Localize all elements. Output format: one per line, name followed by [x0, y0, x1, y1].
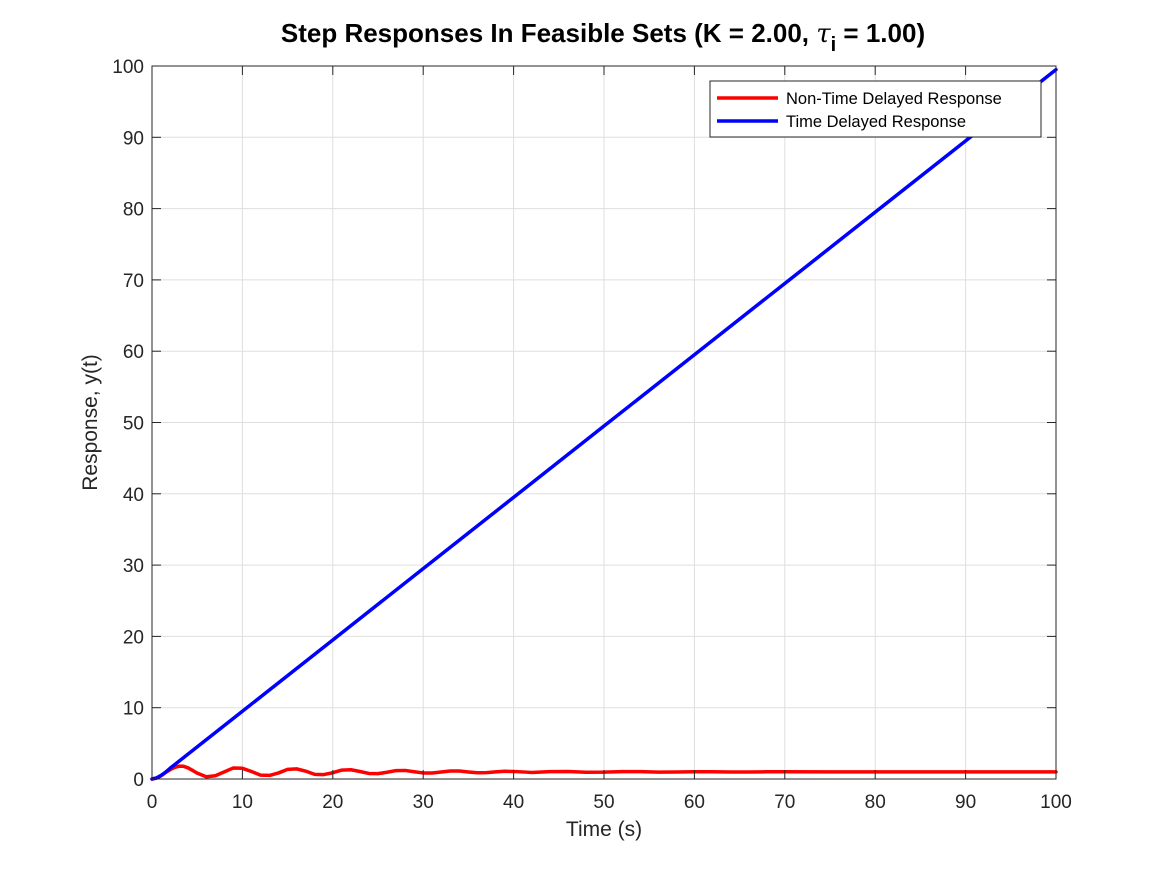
x-tick-label: 10 [232, 792, 253, 813]
x-tick-label: 80 [865, 792, 886, 813]
y-tick-label: 60 [123, 342, 144, 363]
x-tick-label: 100 [1040, 792, 1072, 813]
series-line-time-delayed [150, 67, 1058, 781]
x-tick-label: 0 [147, 792, 158, 813]
x-tick-label: 60 [684, 792, 705, 813]
y-tick-label: 50 [123, 414, 144, 435]
y-tick-label: 10 [123, 699, 144, 720]
y-tick-label: 90 [123, 128, 144, 149]
x-tick-label: 70 [774, 792, 795, 813]
legend-label-time-delayed: Time Delayed Response [786, 113, 966, 131]
plot-area: 0 10 20 30 40 50 60 70 80 90 100 0 10 20 30 40 50 60 70 80 9… [112, 57, 1072, 813]
legend: Non-Time Delayed Response Time Delayed R… [709, 80, 1042, 138]
y-axis-label: Response, y(t) [79, 354, 102, 491]
y-tick-label: 20 [123, 627, 144, 648]
x-axis-label: Time (s) [566, 818, 642, 841]
x-tick-label: 30 [413, 792, 434, 813]
legend-box [709, 80, 1042, 138]
x-tick-label: 40 [503, 792, 524, 813]
x-tick-label: 20 [322, 792, 343, 813]
chart-title: Step Responses In Feasible Sets (K = 2.0… [281, 18, 925, 56]
y-tick-label: 0 [133, 770, 144, 791]
legend-label-non-time-delayed: Non-Time Delayed Response [786, 90, 1002, 108]
x-tick-label: 50 [593, 792, 614, 813]
y-tick-label: 80 [123, 200, 144, 221]
ticks: 0 10 20 30 40 50 60 70 80 90 100 0 10 20 30 40 50 60 70 80 9… [112, 57, 1072, 813]
y-tick-label: 40 [123, 485, 144, 506]
y-tick-label: 100 [112, 57, 144, 78]
y-tick-label: 70 [123, 271, 144, 292]
x-tick-label: 90 [955, 792, 976, 813]
y-tick-label: 30 [123, 556, 144, 577]
grid [152, 66, 1056, 779]
